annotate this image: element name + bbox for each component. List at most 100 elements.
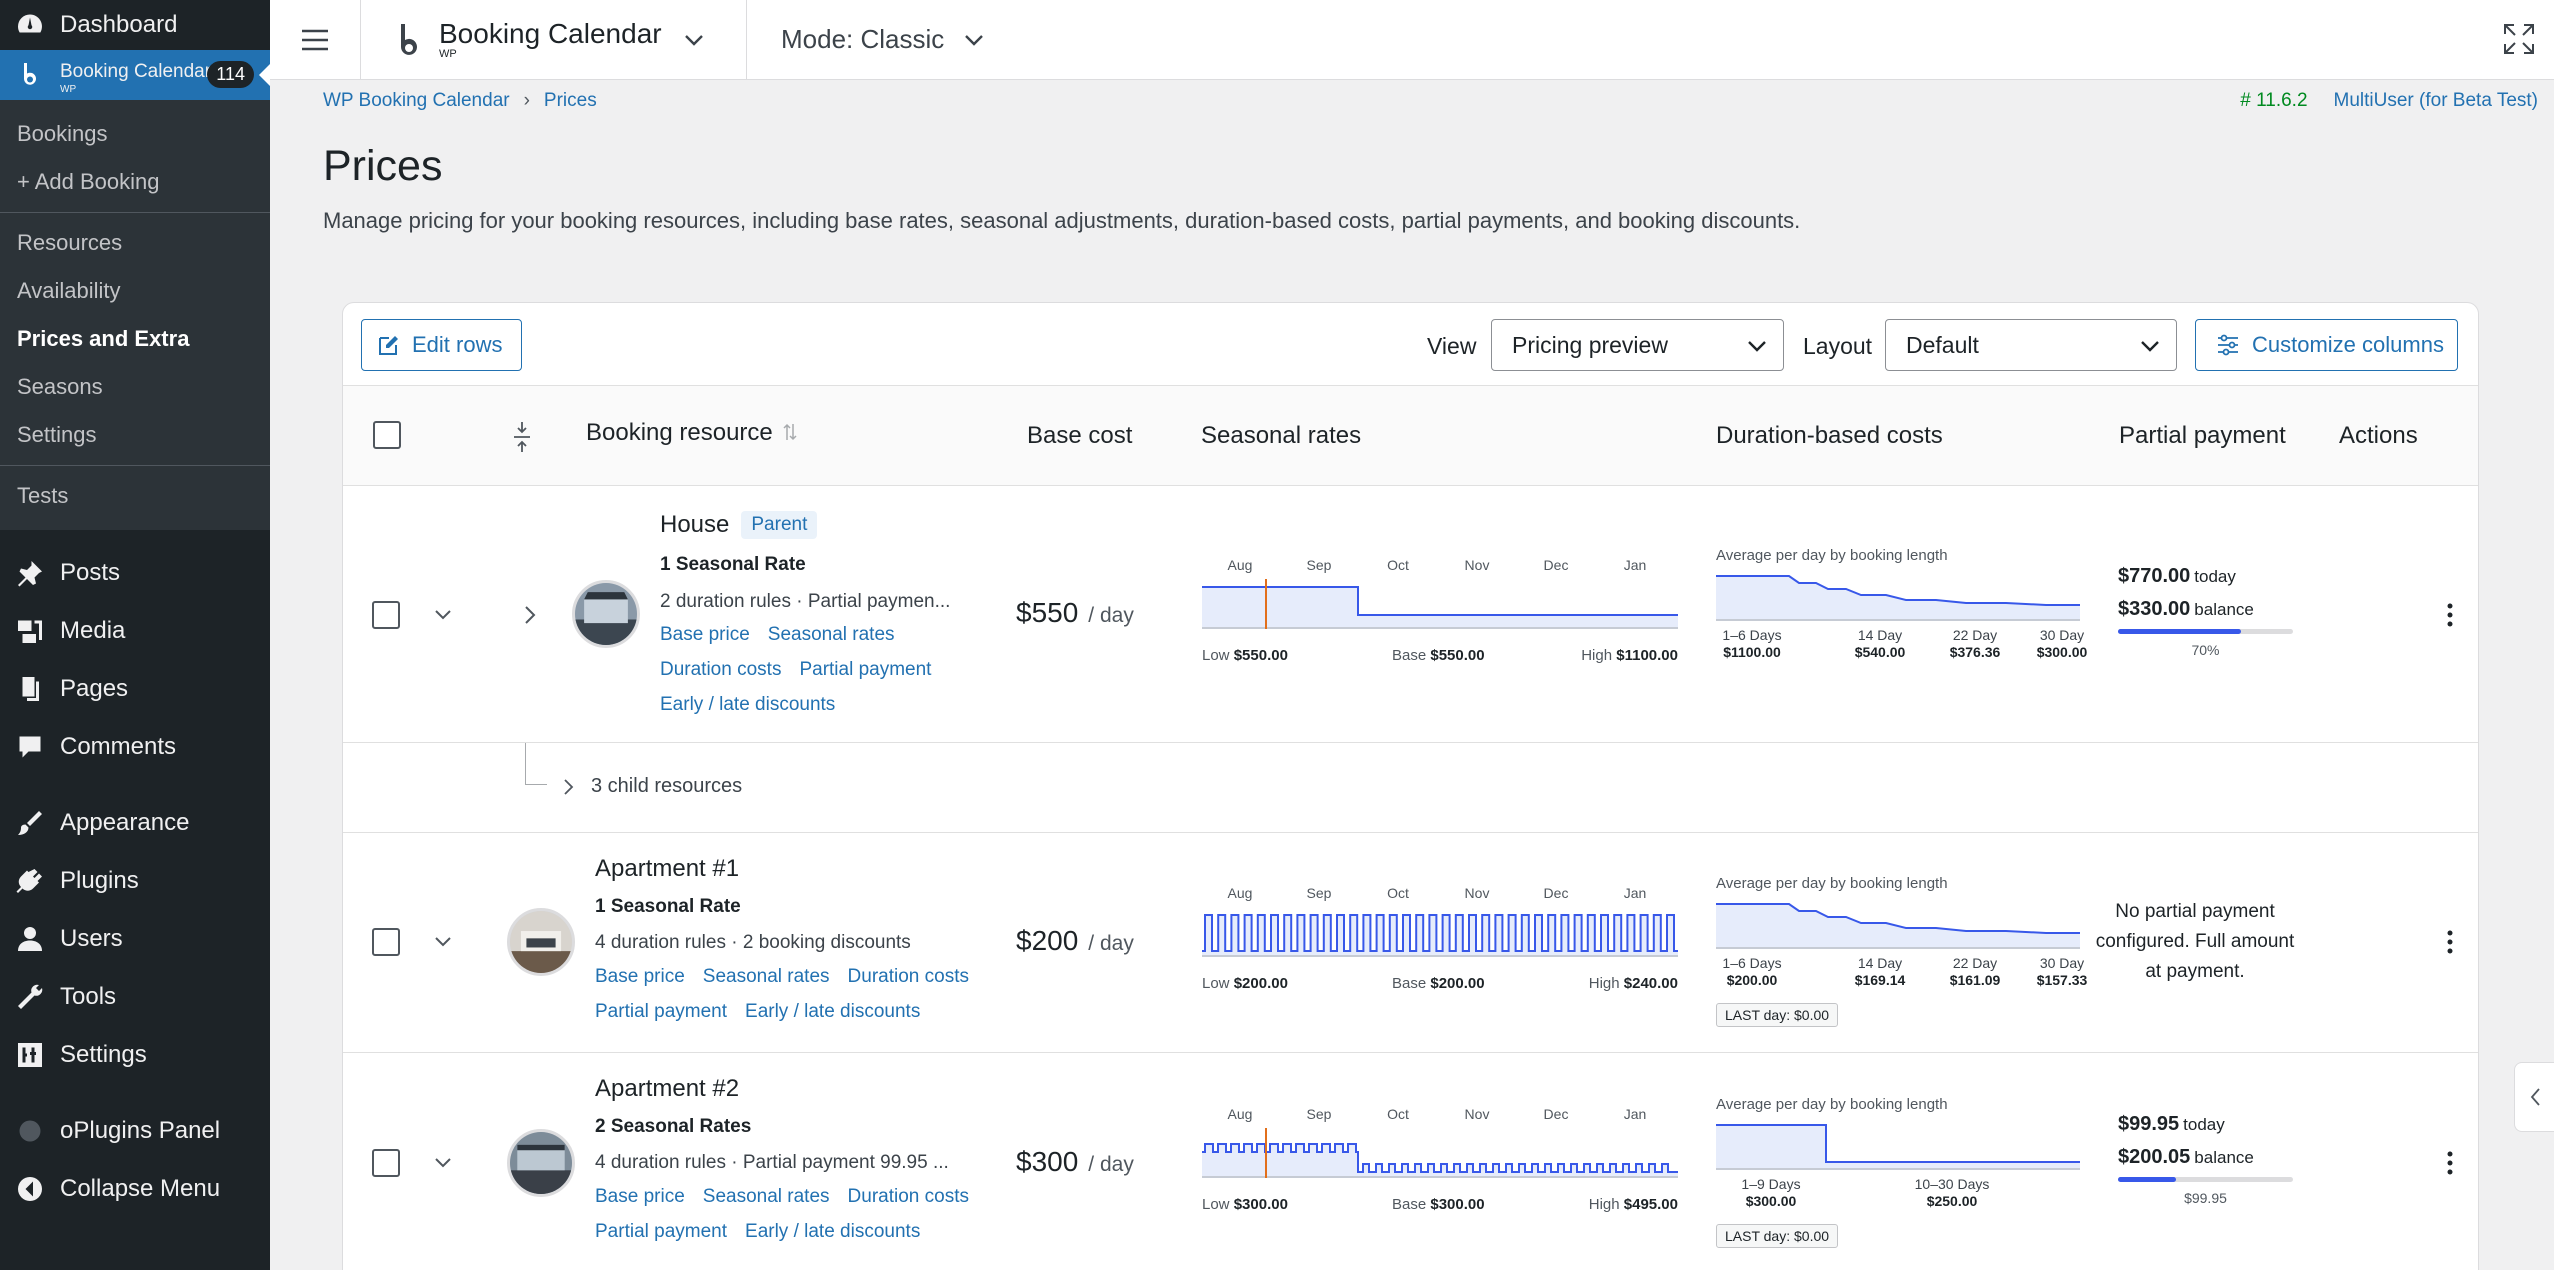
edition-link[interactable]: MultiUser (for Beta Test) (2333, 90, 2538, 111)
more-actions-icon[interactable] (2446, 602, 2454, 628)
duration-labels: 1–6 Days $1100.00 14 Day $540.00 22 Day $37… (1716, 627, 2092, 663)
menu-appearance[interactable]: Appearance (0, 794, 270, 852)
link-seasonal-rates[interactable]: Seasonal rates (767, 624, 895, 645)
hamburger-menu-button[interactable] (270, 28, 360, 52)
submenu-prices-and-extra[interactable]: Prices and Extra (17, 326, 190, 351)
breadcrumb-current[interactable]: Prices (543, 90, 597, 111)
submenu-tests[interactable]: Tests (17, 483, 69, 508)
chevron-down-icon[interactable] (433, 935, 453, 949)
chevron-down-icon (684, 34, 703, 46)
link-base-price[interactable]: Base price (595, 966, 685, 987)
seasonal-rate-count: 1 Seasonal Rate (660, 554, 806, 575)
menu-comments[interactable]: Comments (0, 718, 270, 776)
link-seasonal-rates[interactable]: Seasonal rates (702, 1186, 830, 1207)
menu-media[interactable]: Media (0, 602, 270, 660)
expand-collapse-all-icon[interactable] (511, 420, 533, 454)
chevron-down-icon (1748, 341, 1766, 352)
column-booking-resource[interactable]: Booking resource (586, 419, 797, 447)
row-checkbox[interactable] (372, 1149, 400, 1177)
menu-users[interactable]: Users (0, 910, 270, 968)
menu-collapse[interactable]: Collapse Menu (0, 1160, 270, 1218)
duration-tier-label: 10–30 Days (1914, 1176, 1990, 1192)
partial-today-amount: $770.00 (2118, 565, 2191, 587)
season-high-value: $240.00 (1623, 975, 1678, 992)
menu-plugins[interactable]: Plugins (0, 852, 270, 910)
menu-pages[interactable]: Pages (0, 660, 270, 718)
season-high-label: High (1588, 975, 1620, 992)
month-label: Dec (1543, 557, 1569, 573)
chevron-right-icon (564, 778, 574, 795)
mode-selector[interactable]: Mode: Classic (747, 24, 984, 55)
pages-icon (14, 673, 46, 705)
season-high-label: High (1581, 647, 1613, 664)
version-info: # 11.6.2 MultiUser (for Beta Test) (2240, 90, 2554, 112)
month-label: Aug (1227, 885, 1253, 901)
menu-posts[interactable]: Posts (0, 544, 270, 602)
menu-settings[interactable]: Settings (0, 1026, 270, 1084)
duration-tier-label: 1–6 Days (1722, 955, 1782, 971)
link-seasonal-rates[interactable]: Seasonal rates (702, 966, 830, 987)
child-resources-row[interactable]: 3 child resources (343, 743, 2478, 833)
base-cost: $200 / day (1016, 925, 1134, 957)
link-base-price[interactable]: Base price (660, 624, 750, 645)
resource-name-text: House (660, 511, 730, 538)
link-early-late-discounts[interactable]: Early / late discounts (660, 694, 836, 715)
page-content: WP Booking Calendar › Prices # 11.6.2 Mu… (270, 80, 2554, 1270)
seasonal-rate-line (1202, 1128, 1678, 1178)
plugin-switcher[interactable]: Booking Calendar WP (360, 0, 747, 80)
select-all-checkbox[interactable] (373, 421, 401, 449)
link-partial-payment[interactable]: Partial payment (595, 1221, 728, 1242)
submenu-bookings[interactable]: Bookings (17, 121, 108, 146)
table-row: Apartment #1 1 Seasonal Rate 4 duration … (343, 833, 2478, 1053)
submenu-seasons[interactable]: Seasons (17, 374, 103, 399)
link-duration-costs[interactable]: Duration costs (847, 1186, 969, 1207)
base-cost-unit: / day (1088, 1153, 1134, 1176)
duration-labels: 1–6 Days $200.00 14 Day $169.14 22 Day $161… (1716, 955, 2092, 991)
seasonal-sparkline: Aug Sep Oct Nov Dec Jan Low $550.00 Base… (1202, 557, 1682, 667)
edit-rows-button[interactable]: Edit rows (361, 319, 522, 371)
chevron-down-icon (965, 34, 984, 46)
month-label: Aug (1227, 1106, 1253, 1122)
mode-label: Mode: Classic (781, 24, 945, 54)
layout-select[interactable]: Default (1885, 319, 2177, 371)
link-early-late-discounts[interactable]: Early / late discounts (745, 1221, 921, 1242)
menu-booking-calendar[interactable]: Booking Calendar WP 114 (0, 50, 271, 100)
submenu-availability[interactable]: Availability (17, 278, 121, 303)
customize-columns-button[interactable]: Customize columns (2195, 319, 2458, 371)
view-select[interactable]: Pricing preview (1491, 319, 1784, 371)
chevron-down-icon[interactable] (433, 608, 453, 622)
link-base-price[interactable]: Base price (595, 1186, 685, 1207)
month-label: Jan (1623, 557, 1647, 573)
link-duration-costs[interactable]: Duration costs (847, 966, 969, 987)
more-actions-icon[interactable] (2446, 1150, 2454, 1176)
more-actions-icon[interactable] (2446, 929, 2454, 955)
link-partial-payment[interactable]: Partial payment (595, 1001, 728, 1022)
edit-rows-label: Edit rows (412, 332, 503, 357)
menu-tools[interactable]: Tools (0, 968, 270, 1026)
link-partial-payment[interactable]: Partial payment (799, 659, 932, 680)
submenu-add-booking[interactable]: + Add Booking (17, 169, 160, 194)
link-duration-costs[interactable]: Duration costs (660, 659, 782, 680)
child-resources-toggle[interactable]: 3 child resources (563, 775, 742, 798)
menu-collapse-label: Collapse Menu (60, 1175, 221, 1202)
chevron-right-icon[interactable] (523, 605, 537, 625)
link-early-late-discounts[interactable]: Early / late discounts (745, 1001, 921, 1022)
edit-pencil-icon (379, 336, 398, 355)
submenu-resources[interactable]: Resources (17, 230, 123, 255)
row-checkbox[interactable] (372, 928, 400, 956)
submenu-settings[interactable]: Settings (17, 422, 97, 447)
menu-dashboard[interactable]: Dashboard (0, 0, 270, 50)
base-cost-value: $550 (1016, 597, 1079, 628)
duration-cost-line (1716, 903, 2080, 949)
row-checkbox[interactable] (372, 601, 400, 629)
column-actions: Actions (2339, 422, 2418, 449)
season-base-value: $550.00 (1430, 647, 1485, 664)
comment-bubble-icon (14, 731, 46, 763)
breadcrumb-root-link[interactable]: WP Booking Calendar (323, 90, 510, 111)
breadcrumb-separator-icon: › (523, 90, 530, 111)
season-low: Low $300.00 (1202, 1196, 1288, 1213)
chevron-down-icon[interactable] (433, 1156, 453, 1170)
fullscreen-icon[interactable] (2502, 22, 2536, 56)
menu-oplugins-panel[interactable]: oPlugins Panel (0, 1102, 270, 1160)
side-panel-toggle[interactable] (2514, 1062, 2554, 1132)
